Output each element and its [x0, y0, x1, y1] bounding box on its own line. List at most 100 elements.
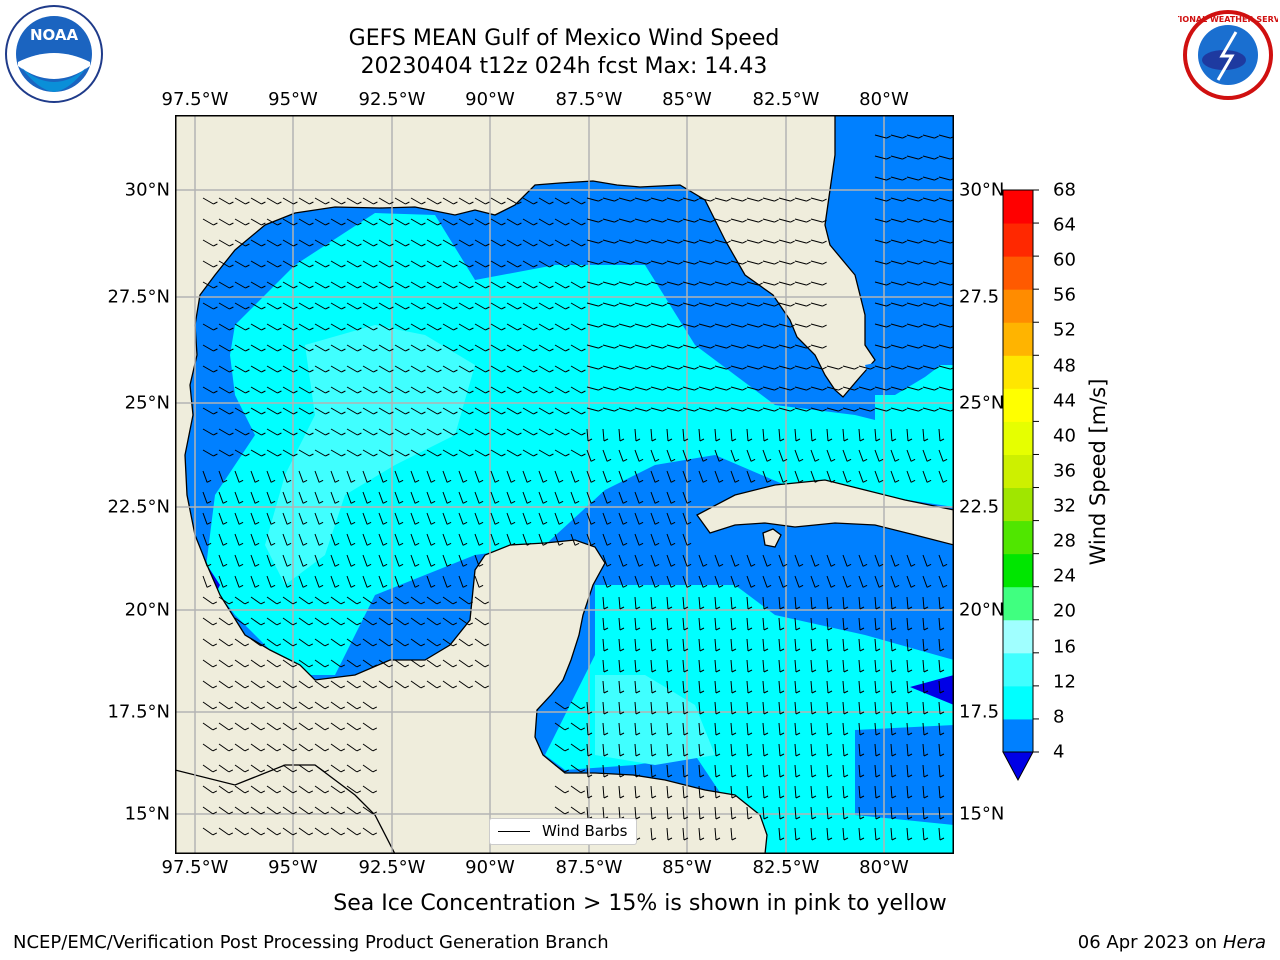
wind-barb — [234, 407, 246, 415]
wind-barb-flag — [334, 521, 340, 525]
wind-barb — [362, 323, 374, 331]
wind-barb-flag — [213, 348, 218, 352]
wind-barb — [746, 428, 749, 442]
wind-barb-flag — [638, 542, 644, 546]
wind-barb — [202, 659, 214, 668]
wind-barb — [266, 449, 278, 457]
wind-barb-flag — [603, 690, 609, 694]
wind-barb — [298, 575, 304, 588]
wind-barb — [506, 197, 518, 205]
wind-barb-flag — [843, 774, 849, 778]
wind-barb-flag — [758, 324, 763, 328]
wind-barb-flag — [779, 732, 785, 736]
wind-barb-flag — [635, 795, 641, 799]
wind-barb-flag — [598, 387, 603, 391]
wind-barb-flag — [222, 584, 228, 588]
wind-barb-flag — [277, 432, 282, 436]
wind-barb-flag — [891, 732, 897, 736]
wind-barb-flag — [731, 753, 737, 757]
wind-barb — [378, 680, 390, 689]
wind-barb — [938, 155, 951, 160]
wind-barb-flag — [318, 584, 324, 588]
wind-barb — [266, 827, 278, 836]
wind-barb — [650, 365, 663, 370]
wind-barb — [554, 785, 566, 794]
wind-barb — [730, 617, 733, 631]
wind-barb — [474, 197, 486, 205]
wind-barb-flag — [341, 285, 346, 289]
wind-barb — [490, 344, 502, 352]
wind-barb-flag — [758, 219, 763, 223]
colorbar-band — [1003, 652, 1033, 687]
wind-barb-flag — [622, 479, 628, 483]
wind-barb-flag — [469, 201, 474, 205]
wind-barb — [490, 491, 496, 504]
wind-barb-flag — [308, 685, 314, 689]
wind-barb-flag — [388, 643, 394, 647]
colorbar-tick: 60 — [1053, 249, 1076, 271]
wind-barb — [394, 575, 400, 588]
wind-barb-flag — [587, 795, 593, 799]
wind-barb — [314, 491, 320, 504]
lon-label-bottom: 92.5°W — [358, 857, 426, 878]
wind-barb — [218, 218, 230, 226]
wind-barb-flag — [549, 327, 554, 331]
wind-barb-flag — [462, 563, 468, 567]
wind-barb — [906, 680, 909, 694]
wind-barb-flag — [846, 479, 852, 483]
wind-barb-flag — [891, 816, 897, 820]
colorbar-tick: 52 — [1053, 319, 1076, 341]
wind-barb — [378, 533, 384, 546]
wind-barb — [858, 638, 861, 652]
wind-barb — [474, 638, 486, 647]
wind-barb — [458, 491, 464, 504]
wind-barb-flag — [357, 348, 362, 352]
wind-barb — [602, 428, 605, 442]
wind-barb — [266, 197, 278, 205]
wind-barb — [778, 659, 781, 673]
wind-barb — [426, 239, 438, 247]
wind-barb — [234, 512, 240, 525]
wind-barb — [458, 218, 470, 226]
wind-barb-flag — [822, 366, 827, 370]
wind-barb — [810, 386, 823, 391]
wind-barb — [554, 344, 566, 352]
wind-barb — [522, 512, 528, 525]
wind-barb — [746, 764, 749, 778]
wind-barb-flag — [405, 285, 410, 289]
wind-barb-flag — [485, 348, 490, 352]
wind-barb-flag — [918, 282, 923, 286]
wind-barb-flag — [341, 264, 346, 268]
wind-barb — [410, 218, 422, 226]
wind-barb — [746, 785, 749, 799]
wind-barb — [266, 260, 278, 268]
wind-barb-flag — [747, 816, 753, 820]
wind-barb-flag — [478, 479, 484, 483]
wind-barb-flag — [934, 219, 939, 223]
wind-barb — [746, 260, 759, 265]
wind-barb-flag — [886, 303, 891, 307]
wind-barb — [858, 428, 861, 442]
wind-barb — [522, 470, 528, 483]
wind-barb-flag — [324, 685, 330, 689]
wind-barb — [666, 470, 672, 483]
wind-barb-flag — [699, 606, 705, 610]
wind-barb — [362, 554, 368, 567]
wind-barb-flag — [565, 306, 570, 310]
wind-barb-flag — [795, 711, 801, 715]
wind-barb-flag — [662, 219, 667, 223]
wind-barb-flag — [421, 369, 426, 373]
wind-barb-flag — [213, 222, 218, 226]
wind-barb-flag — [324, 811, 330, 815]
wind-barb — [202, 344, 214, 352]
wind-barb — [282, 680, 294, 689]
wind-barb — [618, 239, 631, 244]
wind-barb — [570, 764, 582, 773]
wind-barb — [570, 239, 582, 247]
wind-barb — [250, 596, 262, 605]
wind-barb-flag — [245, 306, 250, 310]
wind-barb — [858, 554, 864, 567]
wind-barb — [250, 638, 262, 647]
wind-barb-flag — [814, 563, 820, 567]
wind-barb-flag — [286, 542, 292, 546]
